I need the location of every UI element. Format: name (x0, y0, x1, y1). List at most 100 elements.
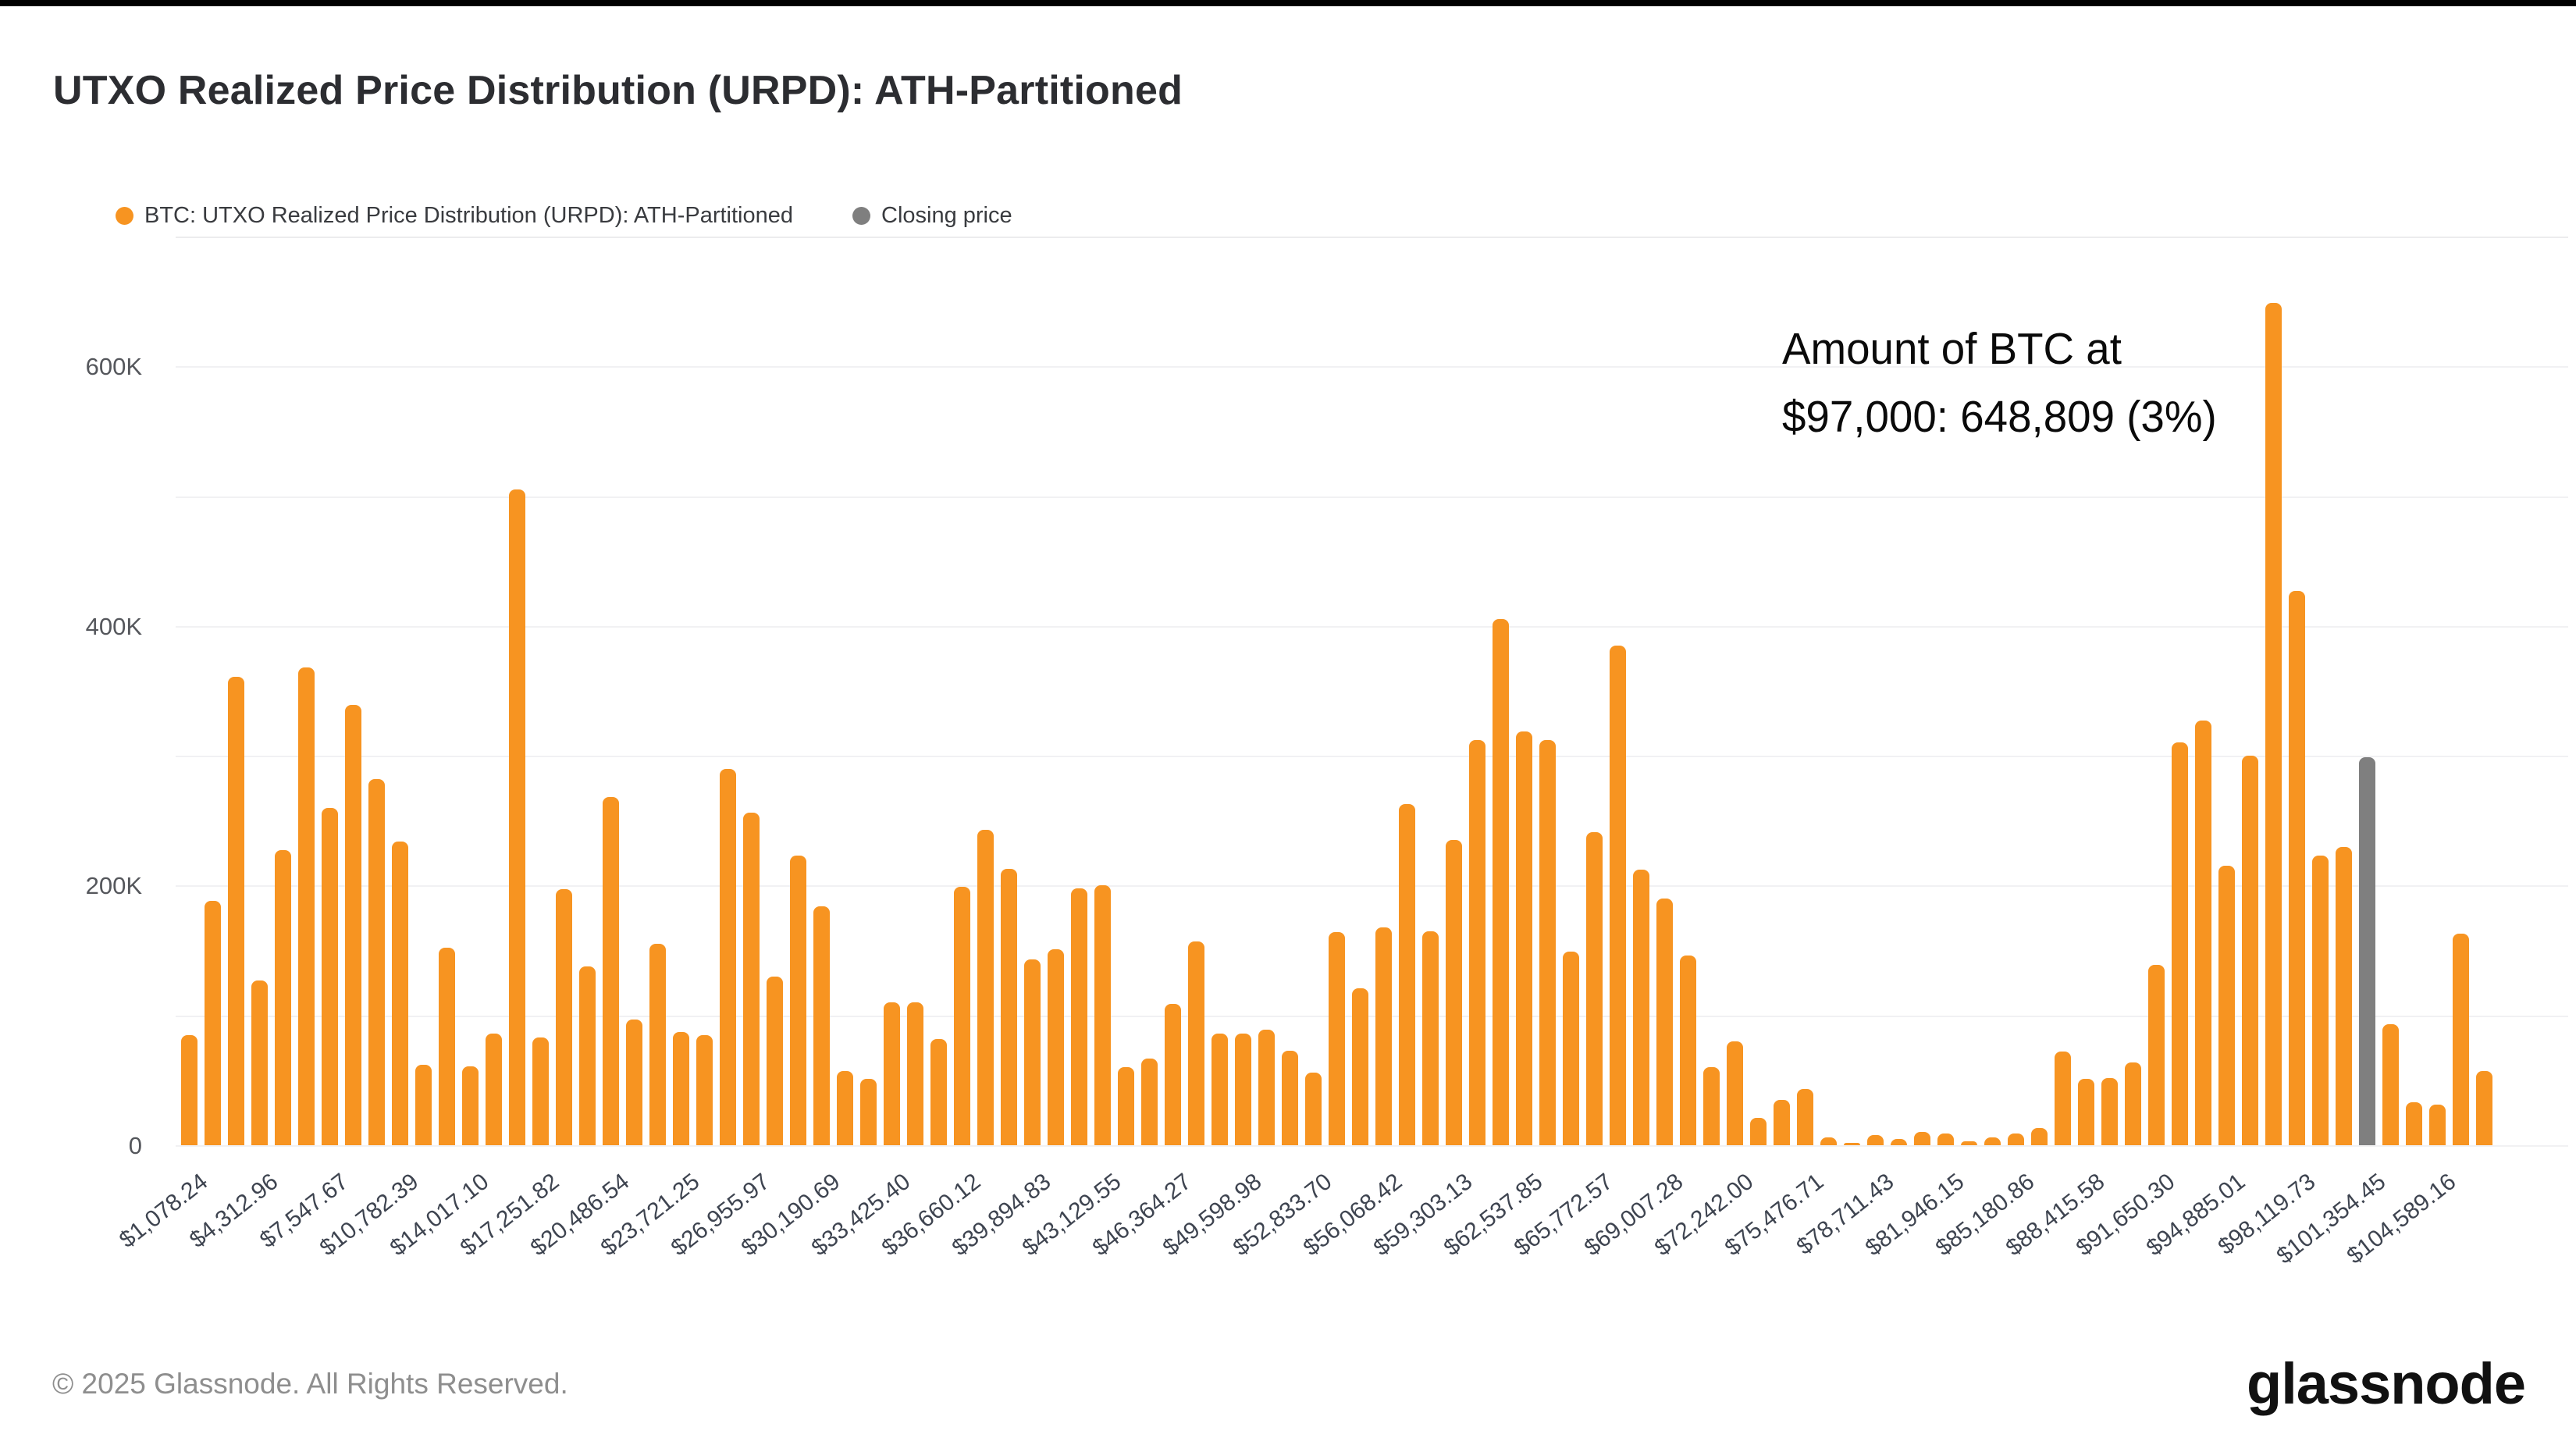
urpd-bar[interactable] (1866, 1134, 1884, 1145)
urpd-bar[interactable] (1047, 948, 1064, 1145)
legend-item-closing-price[interactable]: Closing price (852, 203, 1012, 229)
urpd-bar[interactable] (1656, 899, 1673, 1145)
urpd-bar[interactable] (555, 889, 572, 1145)
urpd-bar[interactable] (2452, 933, 2469, 1145)
urpd-bar[interactable] (1140, 1058, 1158, 1145)
urpd-bar[interactable] (368, 779, 385, 1145)
urpd-bar[interactable] (1515, 731, 1532, 1145)
urpd-bar[interactable] (2405, 1102, 2422, 1145)
urpd-bar[interactable] (1796, 1089, 1813, 1145)
urpd-bar[interactable] (883, 1002, 900, 1145)
urpd-bar[interactable] (602, 797, 619, 1145)
urpd-bar[interactable] (1679, 956, 1696, 1145)
urpd-bar[interactable] (1117, 1067, 1134, 1145)
urpd-bar[interactable] (204, 901, 221, 1145)
urpd-bar[interactable] (508, 489, 525, 1145)
urpd-bar[interactable] (719, 768, 736, 1145)
urpd-bar[interactable] (1890, 1138, 1907, 1145)
urpd-bar[interactable] (1445, 840, 1462, 1145)
urpd-bar[interactable] (696, 1034, 713, 1145)
closing-price-bar[interactable] (2358, 756, 2375, 1145)
urpd-bar[interactable] (461, 1066, 479, 1145)
urpd-bar[interactable] (1539, 740, 1556, 1145)
urpd-bar[interactable] (649, 944, 666, 1145)
urpd-bar[interactable] (1913, 1132, 1930, 1145)
urpd-bar[interactable] (1211, 1033, 1228, 1145)
urpd-bar[interactable] (1328, 932, 1345, 1145)
urpd-bar[interactable] (1585, 832, 1603, 1145)
urpd-bar[interactable] (813, 906, 830, 1145)
urpd-bar[interactable] (766, 976, 783, 1145)
urpd-bar[interactable] (906, 1002, 923, 1145)
urpd-bar[interactable] (1632, 870, 1649, 1145)
urpd-bar[interactable] (2077, 1079, 2094, 1145)
urpd-bar[interactable] (789, 856, 806, 1145)
urpd-bar[interactable] (1187, 941, 1204, 1145)
urpd-bar[interactable] (297, 667, 315, 1145)
urpd-bar[interactable] (1398, 803, 1415, 1145)
urpd-bar[interactable] (2030, 1128, 2048, 1145)
urpd-bar[interactable] (1843, 1142, 1860, 1145)
urpd-bar[interactable] (532, 1037, 549, 1145)
urpd-bar[interactable] (344, 705, 361, 1145)
urpd-bar[interactable] (2311, 856, 2329, 1145)
urpd-bar[interactable] (859, 1079, 877, 1145)
urpd-bar[interactable] (2218, 866, 2235, 1145)
urpd-bar[interactable] (251, 980, 268, 1145)
urpd-bar[interactable] (1304, 1072, 1322, 1145)
urpd-bar[interactable] (1375, 927, 1392, 1145)
urpd-bar[interactable] (1960, 1141, 1977, 1145)
urpd-bar[interactable] (227, 676, 244, 1145)
urpd-bar[interactable] (1468, 740, 1485, 1145)
legend-item-urpd[interactable]: BTC: UTXO Realized Price Distribution (U… (116, 203, 793, 229)
urpd-bar[interactable] (2382, 1024, 2399, 1145)
urpd-bar[interactable] (625, 1019, 642, 1145)
urpd-bar[interactable] (2428, 1105, 2446, 1145)
urpd-bar[interactable] (672, 1032, 689, 1145)
urpd-bar[interactable] (977, 829, 994, 1145)
urpd-bar[interactable] (2194, 721, 2211, 1145)
urpd-bar[interactable] (2171, 742, 2188, 1145)
urpd-bar[interactable] (1984, 1137, 2001, 1145)
urpd-bar[interactable] (1164, 1003, 1181, 1145)
urpd-bar[interactable] (2335, 846, 2352, 1145)
urpd-bar[interactable] (1281, 1050, 1298, 1145)
urpd-bar[interactable] (2288, 590, 2305, 1145)
urpd-bar[interactable] (2265, 303, 2282, 1145)
urpd-bar[interactable] (2241, 756, 2258, 1145)
urpd-bar[interactable] (180, 1034, 197, 1145)
urpd-bar[interactable] (1351, 988, 1368, 1145)
urpd-bar[interactable] (2101, 1077, 2118, 1145)
urpd-bar[interactable] (321, 807, 338, 1145)
urpd-bar[interactable] (1234, 1033, 1251, 1145)
urpd-bar[interactable] (578, 966, 596, 1145)
urpd-bar[interactable] (1094, 885, 1111, 1145)
urpd-bar[interactable] (391, 841, 408, 1145)
urpd-bar[interactable] (415, 1064, 432, 1145)
urpd-bar[interactable] (1070, 888, 1087, 1145)
urpd-bar[interactable] (930, 1038, 947, 1145)
urpd-bar[interactable] (1562, 952, 1579, 1145)
urpd-bar[interactable] (485, 1033, 502, 1145)
urpd-bar[interactable] (1023, 959, 1041, 1145)
urpd-bar[interactable] (438, 948, 455, 1145)
urpd-bar[interactable] (2054, 1052, 2071, 1145)
urpd-bar[interactable] (742, 813, 760, 1145)
urpd-bar[interactable] (1820, 1137, 1837, 1145)
urpd-bar[interactable] (2007, 1133, 2024, 1145)
urpd-bar[interactable] (2147, 964, 2165, 1145)
urpd-bar[interactable] (953, 887, 970, 1145)
urpd-bar[interactable] (2124, 1062, 2141, 1145)
urpd-bar[interactable] (1000, 868, 1017, 1145)
urpd-bar[interactable] (1749, 1118, 1767, 1145)
urpd-bar[interactable] (1492, 619, 1509, 1145)
urpd-bar[interactable] (1726, 1041, 1743, 1145)
urpd-bar[interactable] (1258, 1029, 1275, 1145)
urpd-bar[interactable] (836, 1071, 853, 1145)
urpd-bar[interactable] (1937, 1133, 1954, 1145)
urpd-bar[interactable] (2475, 1071, 2492, 1145)
urpd-bar[interactable] (1609, 645, 1626, 1145)
urpd-bar[interactable] (1703, 1067, 1720, 1145)
urpd-bar[interactable] (1421, 931, 1439, 1145)
urpd-bar[interactable] (274, 850, 291, 1145)
